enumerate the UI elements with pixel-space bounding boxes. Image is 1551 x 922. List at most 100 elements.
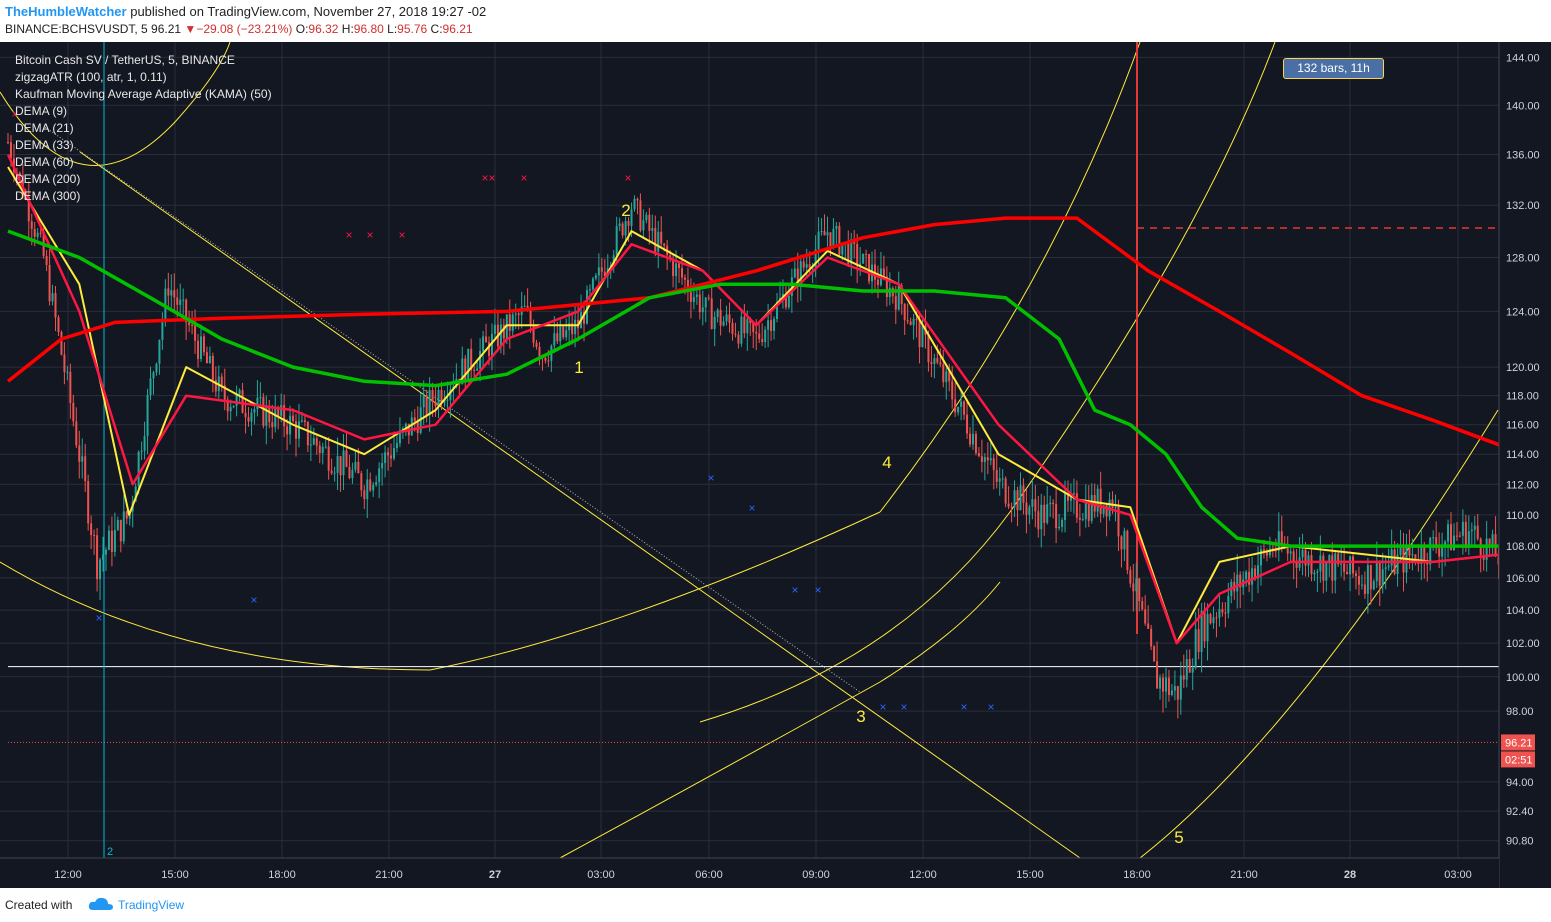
pivot-high-marker: ×: [488, 171, 495, 185]
legend-item[interactable]: DEMA (300): [15, 189, 81, 203]
x-tick-label: 15:00: [1016, 869, 1044, 881]
candle-body: [1352, 556, 1355, 574]
open-value: 96.32: [308, 22, 339, 36]
candle-body: [119, 519, 122, 542]
candle-body: [547, 360, 550, 362]
y-tick-label: 90.80: [1506, 836, 1534, 848]
candle-body: [265, 406, 268, 426]
candle-body: [523, 305, 526, 307]
legend-item[interactable]: Bitcoin Cash SV / TetherUS, 5, BINANCE: [15, 53, 235, 67]
legend-item[interactable]: zigzagATR (100, atr, 1, 0.11): [15, 70, 167, 84]
candle-body: [868, 254, 871, 282]
x-tick-label: 27: [489, 869, 501, 881]
candle-body: [633, 198, 636, 210]
candle-body: [54, 293, 57, 318]
candle-body: [737, 334, 740, 344]
candle-body: [1150, 628, 1153, 647]
candle-body: [535, 342, 538, 347]
candle-body: [158, 339, 161, 364]
legend-item[interactable]: DEMA (33): [15, 138, 74, 152]
candle-body: [152, 372, 155, 379]
candle-body: [722, 321, 725, 326]
x-tick-label: 12:00: [54, 869, 82, 881]
candle-body: [648, 214, 651, 231]
candle-body: [585, 290, 588, 324]
candle-body: [102, 554, 105, 560]
tradingview-cloud-icon: [88, 897, 113, 910]
candle-body: [651, 227, 654, 231]
legend-item[interactable]: DEMA (9): [15, 104, 68, 118]
pivot-low-marker: ×: [900, 700, 907, 714]
candle-body: [30, 221, 33, 229]
candle-body: [176, 297, 179, 305]
candle-body: [93, 534, 96, 536]
candle-body: [820, 231, 823, 233]
candle-body: [915, 318, 918, 321]
candle-body: [903, 304, 906, 321]
low-label: L:: [387, 22, 398, 36]
candle-body: [155, 363, 158, 373]
candle-body: [1286, 546, 1289, 554]
candle-body: [517, 313, 520, 316]
candle-body: [226, 399, 229, 412]
legend-item[interactable]: DEMA (21): [15, 121, 74, 135]
candle-body: [1438, 548, 1441, 557]
fan-arc: [699, 42, 1276, 723]
candle-body: [1245, 571, 1248, 580]
candle-body: [1022, 485, 1025, 503]
candle-body: [205, 352, 208, 364]
candle-body: [749, 319, 752, 324]
candle-body: [1037, 511, 1040, 530]
candle-body: [897, 285, 900, 310]
time-axis[interactable]: [0, 858, 1499, 888]
x-tick-label: 18:00: [268, 869, 296, 881]
legend-item[interactable]: DEMA (60): [15, 155, 74, 169]
candle-body: [369, 479, 372, 491]
candle-body: [360, 473, 363, 491]
y-tick-label: 118.00: [1506, 391, 1539, 403]
candle-body: [384, 452, 387, 464]
candle-body: [1470, 529, 1473, 532]
author-link[interactable]: TheHumbleWatcher: [5, 4, 127, 19]
candle-body: [354, 461, 357, 470]
candle-body: [271, 422, 274, 428]
candle-body: [1331, 555, 1334, 581]
candle-body: [1310, 555, 1313, 575]
legend-item[interactable]: DEMA (200): [15, 172, 81, 186]
legend-item[interactable]: Kaufman Moving Average Adaptive (KAMA) (…: [15, 87, 272, 101]
candle-body: [790, 277, 793, 296]
candle-body: [574, 319, 577, 335]
bars-range-badge: 132 bars, 11h: [1283, 58, 1384, 79]
candle-body: [81, 456, 84, 462]
down-triangle-icon: ▼: [184, 22, 197, 36]
candle-body: [1159, 677, 1162, 689]
candle-body: [784, 293, 787, 308]
candle-body: [1316, 571, 1319, 573]
candle-body: [425, 395, 428, 416]
candle-body: [1040, 504, 1043, 530]
crosshair-label: 2: [107, 846, 113, 858]
candle-body: [1435, 537, 1438, 549]
candle-body: [1182, 675, 1185, 680]
candle-body: [467, 348, 470, 383]
candle-body: [933, 358, 936, 364]
candle-body: [1369, 565, 1372, 590]
candle-body: [951, 381, 954, 400]
candle-body: [1123, 530, 1126, 550]
countdown-value: 02:51: [1505, 754, 1533, 766]
tradingview-brand-link[interactable]: TradingView: [118, 898, 185, 912]
fan-arc: [0, 511, 881, 671]
candle-body: [1292, 551, 1295, 561]
candle-body: [1164, 677, 1167, 692]
candle-body: [146, 395, 149, 437]
candle-body: [675, 263, 678, 277]
candle-body: [197, 340, 200, 360]
candle-body: [259, 397, 262, 399]
candle-body: [392, 448, 395, 459]
y-tick-label: 98.00: [1506, 706, 1534, 718]
candle-body: [1203, 611, 1206, 642]
candle-body: [1013, 490, 1016, 507]
candle-body: [645, 214, 648, 221]
fan-arc: [1139, 409, 1499, 859]
